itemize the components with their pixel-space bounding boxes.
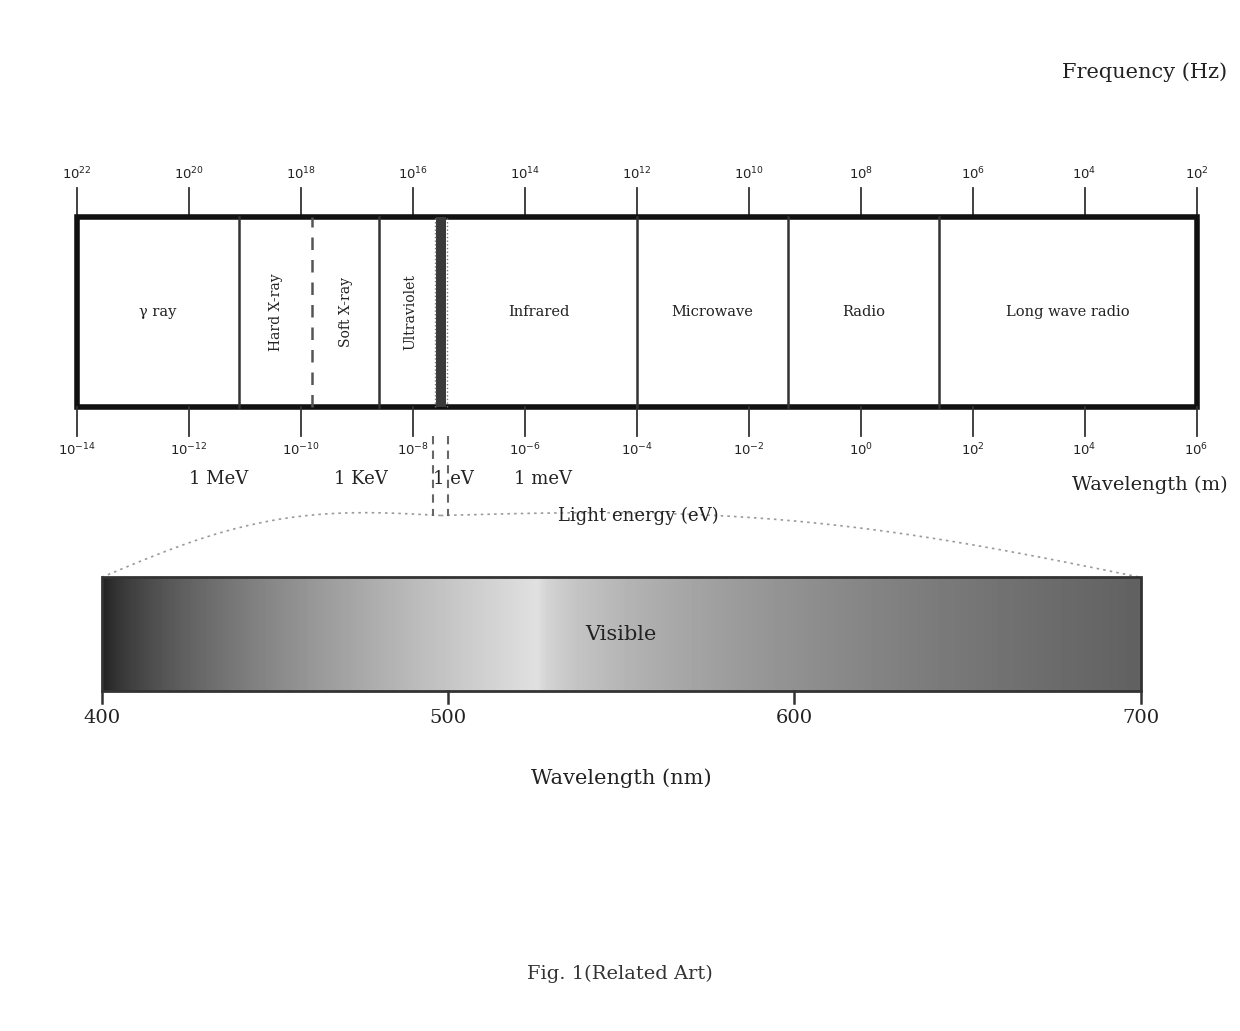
Text: $10^{4}$: $10^{4}$ — [1073, 166, 1097, 182]
Text: $10^{2}$: $10^{2}$ — [961, 441, 985, 458]
Text: $10^{0}$: $10^{0}$ — [848, 441, 873, 458]
Text: $10^{14}$: $10^{14}$ — [510, 166, 539, 182]
Text: $10^{6}$: $10^{6}$ — [961, 166, 985, 182]
Text: Wavelength (m): Wavelength (m) — [1071, 475, 1228, 494]
Text: $10^{-10}$: $10^{-10}$ — [281, 441, 320, 458]
Text: 1 KeV: 1 KeV — [335, 470, 388, 489]
Text: $10^{-6}$: $10^{-6}$ — [508, 441, 541, 458]
Text: $10^{-12}$: $10^{-12}$ — [170, 441, 207, 458]
Text: Ultraviolet: Ultraviolet — [403, 274, 417, 350]
Text: 500: 500 — [429, 709, 466, 727]
Text: Microwave: Microwave — [671, 305, 753, 319]
Text: 400: 400 — [83, 709, 120, 727]
Text: $10^{12}$: $10^{12}$ — [621, 166, 652, 182]
Text: $10^{-2}$: $10^{-2}$ — [733, 441, 765, 458]
Text: $10^{22}$: $10^{22}$ — [62, 166, 92, 182]
Text: $10^{-4}$: $10^{-4}$ — [621, 441, 652, 458]
Text: Frequency (Hz): Frequency (Hz) — [1063, 62, 1228, 82]
Text: Long wave radio: Long wave radio — [1006, 305, 1130, 319]
Text: Fig. 1(Related Art): Fig. 1(Related Art) — [527, 965, 713, 984]
Text: Hard X-ray: Hard X-ray — [269, 273, 283, 351]
Text: Infrared: Infrared — [508, 305, 569, 319]
Text: 700: 700 — [1122, 709, 1159, 727]
Text: $10^{-8}$: $10^{-8}$ — [397, 441, 429, 458]
Text: 600: 600 — [776, 709, 813, 727]
Text: Soft X-ray: Soft X-ray — [339, 277, 352, 346]
Text: $10^{2}$: $10^{2}$ — [1184, 166, 1209, 182]
Text: $10^{-14}$: $10^{-14}$ — [58, 441, 95, 458]
Text: Visible: Visible — [585, 625, 657, 643]
Text: 1 MeV: 1 MeV — [188, 470, 248, 489]
Text: Radio: Radio — [842, 305, 885, 319]
Bar — [102, 577, 1141, 691]
Text: $10^{16}$: $10^{16}$ — [398, 166, 428, 182]
Text: $10^{20}$: $10^{20}$ — [174, 166, 203, 182]
Text: 1 eV: 1 eV — [433, 470, 474, 489]
Text: 1 meV: 1 meV — [513, 470, 572, 489]
Text: $10^{6}$: $10^{6}$ — [1184, 441, 1209, 458]
Text: $10^{10}$: $10^{10}$ — [734, 166, 764, 182]
Text: $10^{8}$: $10^{8}$ — [848, 166, 873, 182]
Text: $10^{18}$: $10^{18}$ — [285, 166, 316, 182]
Bar — [77, 217, 1197, 407]
Text: Wavelength (nm): Wavelength (nm) — [531, 768, 712, 788]
Text: $10^{4}$: $10^{4}$ — [1073, 441, 1097, 458]
Text: γ ray: γ ray — [139, 305, 177, 319]
Text: Light energy (eV): Light energy (eV) — [558, 506, 719, 525]
Bar — [435, 217, 445, 407]
